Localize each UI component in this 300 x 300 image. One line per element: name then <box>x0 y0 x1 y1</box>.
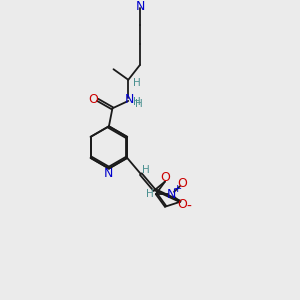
Text: H: H <box>146 189 154 200</box>
Text: H: H <box>133 98 141 107</box>
Text: N: N <box>104 167 114 180</box>
Text: O: O <box>177 177 187 190</box>
Text: H: H <box>133 78 140 88</box>
Text: O: O <box>177 198 187 211</box>
Text: O: O <box>88 93 98 106</box>
Text: O: O <box>160 171 170 184</box>
Text: N: N <box>125 93 134 106</box>
Text: -: - <box>186 200 191 214</box>
Text: N: N <box>136 0 146 13</box>
Text: H: H <box>135 99 142 110</box>
Text: H: H <box>142 165 150 175</box>
Text: +: + <box>173 184 182 194</box>
Text: N: N <box>167 188 176 201</box>
